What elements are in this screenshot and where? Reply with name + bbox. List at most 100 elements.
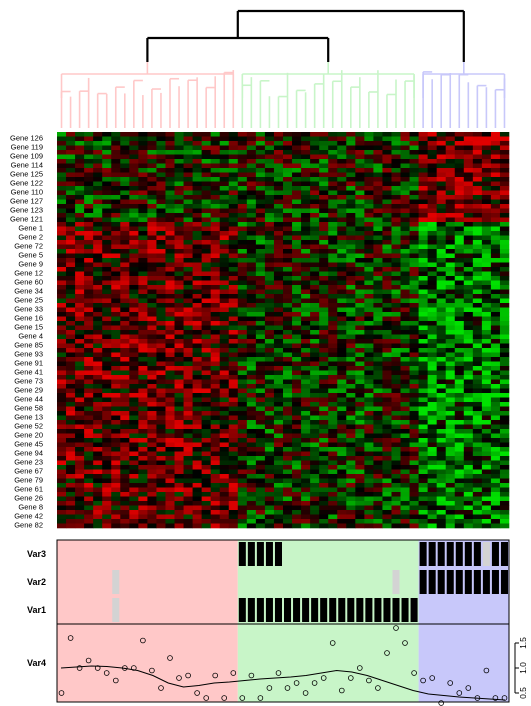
- heatmap-cell: [472, 204, 483, 209]
- heatmap-cell: [283, 208, 293, 214]
- var4-point: [456, 690, 463, 696]
- heatmap-cell: [273, 186, 284, 191]
- heatmap-cell: [165, 280, 175, 286]
- heatmap-cell: [129, 519, 139, 524]
- heatmap-cell: [192, 163, 202, 169]
- heatmap-cell: [337, 132, 347, 137]
- heatmap-cell: [156, 456, 166, 461]
- heatmap-cell: [463, 199, 474, 205]
- heatmap-cell: [210, 249, 221, 254]
- heatmap-cell: [346, 339, 356, 344]
- heatmap-cell: [84, 424, 94, 430]
- heatmap-cell: [102, 276, 112, 281]
- heatmap-cell: [75, 159, 85, 164]
- heatmap-cell: [246, 208, 257, 214]
- heatmap-cell: [264, 249, 275, 254]
- heatmap-cell: [255, 501, 266, 506]
- heatmap-cell: [400, 267, 410, 272]
- heatmap-cell: [310, 195, 320, 200]
- heatmap-cell: [246, 370, 257, 376]
- heatmap-cell: [147, 213, 157, 218]
- heatmap-cell: [174, 397, 184, 403]
- heatmap-cell: [201, 294, 211, 299]
- heatmap-cell: [228, 276, 239, 281]
- heatmap-cell: [490, 460, 501, 466]
- heatmap-cell: [472, 312, 483, 317]
- heatmap-cell: [472, 334, 483, 340]
- heatmap-cell: [129, 312, 139, 317]
- heatmap-cell: [400, 487, 410, 493]
- heatmap-cell: [481, 204, 492, 209]
- heatmap-cell: [472, 267, 483, 272]
- heatmap-cell: [75, 172, 85, 178]
- heatmap-cell: [346, 348, 356, 353]
- heatmap-cell: [499, 429, 510, 434]
- heatmap-cell: [463, 492, 474, 497]
- heatmap-cell: [382, 420, 392, 425]
- heatmap-cell: [382, 172, 392, 178]
- heatmap-cell: [174, 244, 184, 250]
- heatmap-cell: [310, 136, 320, 142]
- heatmap-cell: [472, 298, 483, 304]
- heatmap-cell: [264, 271, 275, 277]
- heatmap-cell: [283, 325, 293, 331]
- heatmap-cell: [120, 168, 130, 173]
- heatmap-cell: [255, 348, 266, 353]
- heatmap-cell: [201, 195, 211, 200]
- heatmap-cell: [156, 271, 166, 277]
- heatmap-cell: [84, 415, 94, 421]
- heatmap-cell: [373, 496, 383, 502]
- heatmap-cell: [246, 375, 257, 380]
- heatmap-cell: [454, 501, 465, 506]
- heatmap-cell: [228, 186, 239, 191]
- heatmap-cell: [310, 244, 320, 250]
- heatmap-cell: [382, 316, 392, 322]
- heatmap-cell: [400, 447, 410, 452]
- heatmap-cell: [490, 253, 501, 259]
- heatmap-cell: [84, 492, 94, 497]
- heatmap-cell: [129, 330, 139, 335]
- heatmap-cell: [255, 496, 266, 502]
- heatmap-cell: [346, 478, 356, 484]
- heatmap-cell: [418, 195, 428, 200]
- heatmap-cell: [201, 159, 211, 164]
- heatmap-cell: [499, 222, 510, 227]
- heatmap-cell: [183, 388, 193, 394]
- heatmap-cell: [463, 181, 474, 187]
- heatmap-cell: [120, 523, 130, 529]
- heatmap-cell: [219, 271, 230, 277]
- heatmap-cell: [183, 312, 193, 317]
- heatmap-cell: [183, 163, 193, 169]
- heatmap-cell: [120, 253, 130, 259]
- heatmap-cell: [228, 249, 239, 254]
- heatmap-cell: [382, 298, 392, 304]
- heatmap-cell: [319, 429, 329, 434]
- heatmap-cell: [445, 339, 456, 344]
- heatmap-cell: [454, 438, 465, 443]
- heatmap-cell: [301, 460, 311, 466]
- heatmap-cell: [219, 379, 230, 385]
- heatmap-cell: [328, 141, 338, 146]
- heatmap-cell: [84, 460, 94, 466]
- heatmap-cell: [463, 514, 474, 520]
- heatmap-cell: [409, 262, 419, 268]
- heatmap-cell: [301, 240, 311, 245]
- heatmap-cell: [382, 208, 392, 214]
- heatmap-cell: [364, 375, 374, 380]
- heatmap-cell: [499, 226, 510, 232]
- heatmap-cell: [283, 154, 293, 160]
- heatmap-cell: [283, 514, 293, 520]
- heatmap-cell: [228, 474, 239, 479]
- heatmap-cell: [454, 456, 465, 461]
- heatmap-cell: [120, 438, 130, 443]
- heatmap-cell: [129, 181, 139, 187]
- heatmap-cell: [102, 348, 112, 353]
- heatmap-cell: [93, 388, 103, 394]
- heatmap-cell: [57, 460, 67, 466]
- heatmap-cell: [237, 460, 248, 466]
- heatmap-cell: [264, 172, 275, 178]
- heatmap-cell: [328, 145, 338, 151]
- heatmap-cell: [382, 397, 392, 403]
- heatmap-cell: [427, 352, 437, 358]
- heatmap-cell: [418, 150, 428, 155]
